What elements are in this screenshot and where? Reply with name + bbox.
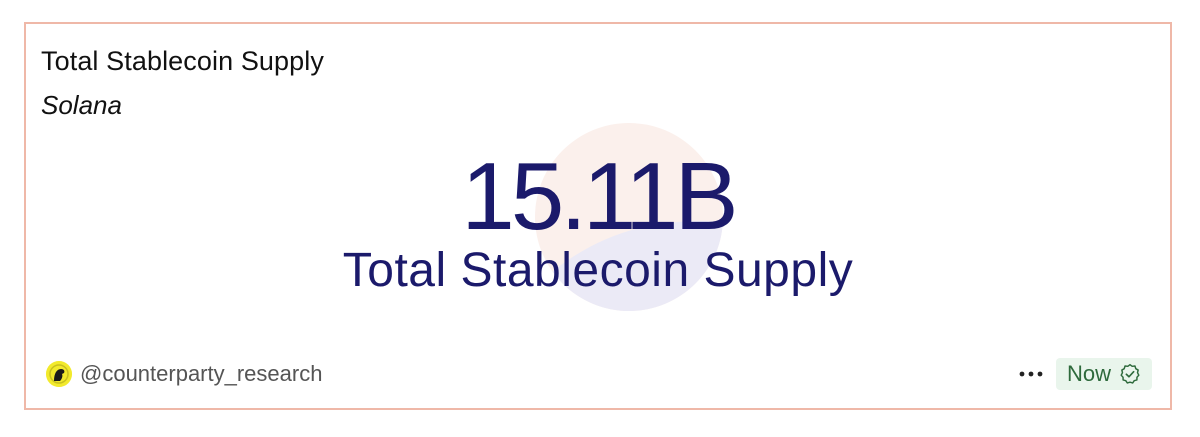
status-label: Now [1066,361,1111,386]
avatar-logo-icon [46,361,72,387]
more-options-button[interactable] [1018,360,1044,388]
author-link[interactable]: @counterparty_research [46,360,322,388]
metric-value: 15.11B [461,143,738,250]
card-title: Total Stablecoin Supply [41,46,324,76]
verified-check-icon [1120,363,1140,384]
more-dots-icon [1019,371,1043,377]
avatar[interactable] [46,361,72,387]
metric-label: Total Stablecoin Supply [342,244,854,297]
author-handle[interactable]: @counterparty_research [80,361,323,386]
card-subtitle: Solana [41,90,122,120]
metric-card: Total Stablecoin Supply Solana 15.11B To… [24,22,1172,410]
watermark-logo-icon [535,123,723,311]
status-badge[interactable]: Now [1056,358,1152,390]
